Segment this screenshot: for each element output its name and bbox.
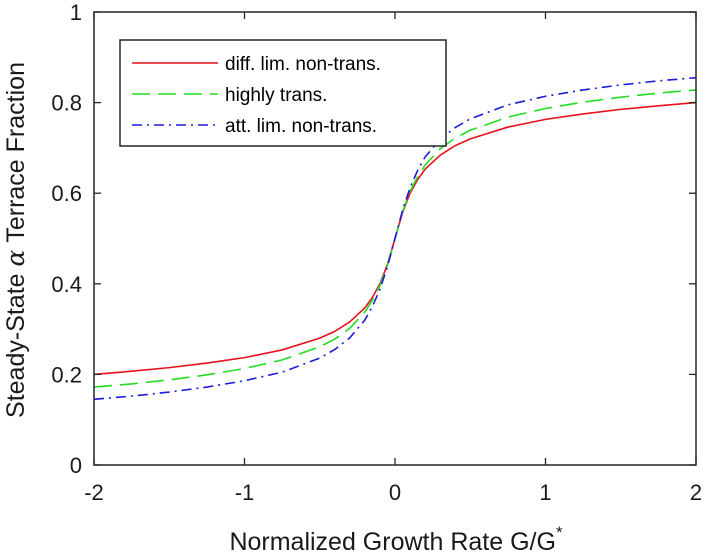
y-tick-label: 1 [70,0,82,25]
legend: diff. lim. non-trans. highly trans. att. l… [119,39,447,147]
ticks: -2 -1 0 1 2 0 0.2 0.4 0.6 0.8 1 [51,0,702,505]
y-tick-label: 0.2 [51,362,82,387]
series-line-2 [93,76,697,401]
y-tick-label: 0.6 [51,181,82,206]
y-tick-label: 0 [70,453,82,478]
legend-box [119,39,447,147]
x-tick-label: -2 [84,480,104,505]
legend-label-0: diff. lim. non-trans. [225,54,381,75]
x-tick-label: -1 [235,480,255,505]
x-tick-label: 2 [690,480,702,505]
plot-area [93,76,697,401]
y-tick-label: 0.8 [51,91,82,116]
x-tick-label: 1 [539,480,551,505]
legend-label-1: highly trans. [225,85,327,106]
legend-label-2: att. lim. non-trans. [225,116,377,137]
x-tick-label: 0 [389,480,401,505]
y-axis-label: Steady-State α Terrace Fraction [1,62,30,418]
x-axis-label: Normalized Growth Rate G/G* [229,523,563,556]
y-tick-label: 0.4 [51,272,82,297]
